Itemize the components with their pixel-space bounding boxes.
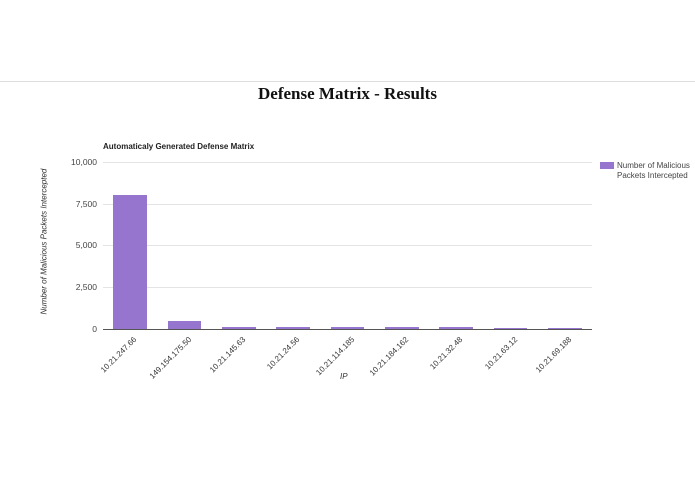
chart-title: Automaticaly Generated Defense Matrix — [103, 142, 255, 151]
bar — [547, 327, 582, 329]
y-tick-7500: 7,500 — [75, 199, 97, 209]
y-tick-0: 0 — [92, 324, 97, 334]
x-axis-title: IP — [340, 372, 348, 381]
bar — [276, 327, 310, 329]
bar — [384, 327, 419, 329]
y-tick-2500: 2,500 — [75, 282, 97, 292]
x-tick-label: 10.21.247.66 — [99, 335, 139, 375]
x-tick-label: 10.21.24.56 — [265, 335, 302, 372]
y-tick-10000: 10,000 — [71, 157, 97, 167]
x-tick-label: 149.154.175.50 — [147, 335, 193, 381]
x-tick-label: 10.21.114.185 — [313, 335, 356, 378]
legend-swatch — [600, 162, 614, 169]
x-tick-label: 10.21.69.188 — [533, 335, 574, 375]
x-tick-label: 10.21.63.12 — [482, 335, 519, 372]
y-tick-5000: 5,000 — [75, 240, 97, 250]
gridline-7500 — [103, 204, 592, 205]
x-axis-baseline — [103, 329, 592, 330]
bar — [167, 321, 202, 329]
gridline-10000 — [103, 162, 592, 163]
bar — [113, 194, 147, 329]
bar — [439, 327, 473, 329]
legend-label: Number of Malicious Packets Intercepted — [617, 161, 690, 180]
x-tick-label: 10.21.32.48 — [428, 335, 465, 372]
x-tick-label: 10.21.145.63 — [207, 335, 248, 375]
gridline-5000 — [103, 245, 592, 246]
bar — [221, 326, 256, 329]
page-title: Defense Matrix - Results — [258, 84, 437, 103]
gridline-2500 — [103, 287, 592, 288]
y-axis-title: Number of Malicious Packets Intercepted — [39, 168, 49, 315]
legend: Number of Malicious Packets Intercepted — [600, 161, 695, 181]
x-tick-label: 10.21.184.162 — [367, 335, 411, 378]
bar — [330, 326, 365, 329]
bar — [493, 327, 528, 329]
header-divider — [0, 81, 695, 82]
